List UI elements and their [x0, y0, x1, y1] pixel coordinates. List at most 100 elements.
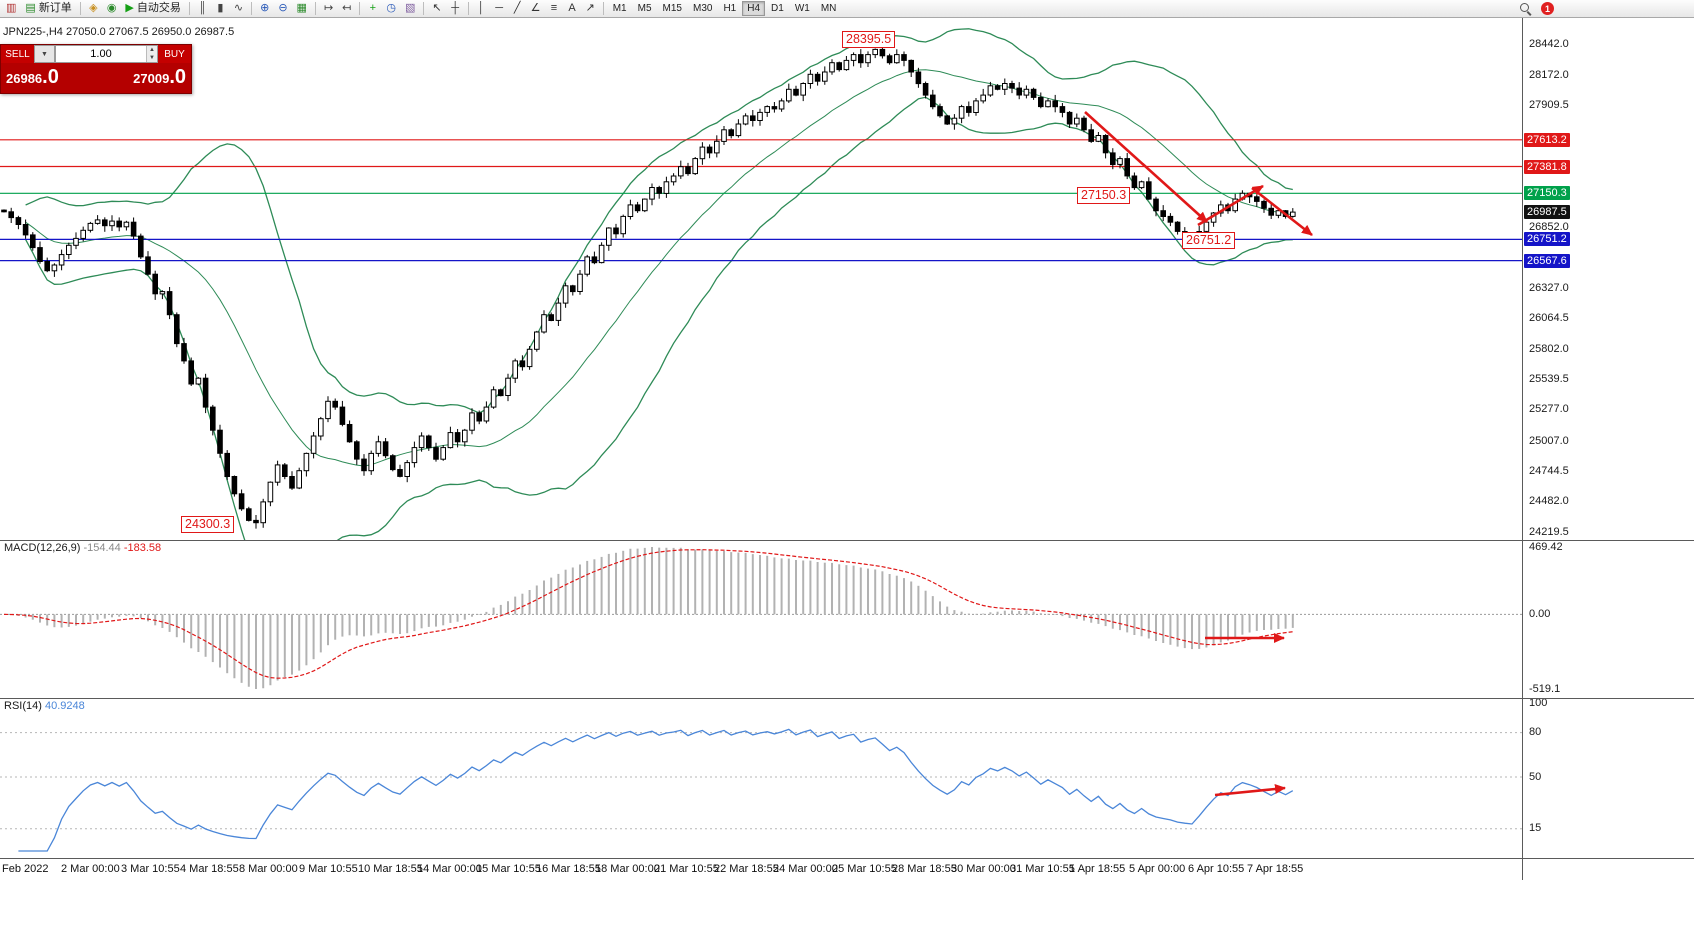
charts-window-button[interactable]: ▥	[2, 1, 20, 17]
templates-button[interactable]: ▧	[401, 1, 419, 17]
horizontal-line-button[interactable]: ─	[491, 1, 508, 17]
auto-trading-button[interactable]: ▶ 自动交易	[125, 2, 181, 14]
time-axis-label: 16 Mar 18:55	[536, 863, 601, 875]
price-annotation[interactable]: 26751.2	[1182, 232, 1236, 249]
metaeditor-button[interactable]: ◈	[85, 1, 102, 17]
market-watch-button[interactable]: ◉	[103, 1, 121, 17]
arrows-button[interactable]: ↗	[582, 1, 599, 17]
price-scale[interactable]: 28442.0 28172.0 27909.5 26852.0 26327.0 26064…	[1522, 18, 1694, 880]
time-axis-label: 30 Mar 00:00	[951, 863, 1016, 875]
horizontal-line-icon: ─	[495, 2, 504, 14]
periods-button[interactable]: ◷	[382, 1, 400, 17]
vertical-line-button[interactable]: │	[473, 1, 490, 17]
timeframe-w1-button[interactable]: W1	[794, 3, 810, 14]
volume-dropdown[interactable]: ▼	[34, 45, 55, 63]
chart-shift-button[interactable]: ↤	[338, 1, 355, 17]
panel-separator[interactable]	[0, 698, 1694, 699]
trend-arrow[interactable]	[1214, 784, 1286, 797]
candlestick-chart-button[interactable]: ▮	[212, 1, 229, 17]
price-level-label: 27381.8	[1524, 159, 1570, 174]
price-chart-canvas[interactable]	[0, 18, 1522, 540]
search-icon[interactable]	[1519, 2, 1532, 15]
spinner-down-icon[interactable]: ▼	[149, 55, 155, 61]
price-scale-tick: 27909.5	[1529, 99, 1569, 111]
buy-button[interactable]: 27009.0	[133, 66, 186, 88]
text-button[interactable]: A	[564, 1, 581, 17]
macd-canvas[interactable]	[0, 540, 1522, 698]
zoom-out-icon: ⊖	[278, 2, 288, 14]
channel-icon: ∠	[530, 2, 541, 14]
crosshair-icon: ┼	[451, 2, 460, 14]
toolbar-separator	[251, 2, 253, 15]
arrows-icon: ↗	[585, 2, 595, 14]
buy-label: BUY	[158, 45, 191, 63]
new-order-button[interactable]: ▤ 新订单	[25, 2, 72, 14]
timeframe-m5-button[interactable]: M5	[637, 3, 652, 14]
price-annotation[interactable]: 28395.5	[842, 31, 896, 48]
rsi-scale-label: 80	[1529, 726, 1542, 739]
price-scale-tick: 25007.0	[1529, 434, 1569, 447]
toolbar-separator	[467, 2, 469, 15]
notification-badge[interactable]: 1	[1541, 2, 1554, 15]
vertical-line-icon: │	[477, 2, 485, 14]
line-chart-button[interactable]: ∿	[230, 1, 247, 17]
timeframe-mn-button[interactable]: MN	[820, 3, 837, 14]
time-axis-label: 3 Mar 10:55	[121, 863, 180, 875]
timeframe-d1-button[interactable]: D1	[771, 3, 784, 14]
bar-chart-button[interactable]: ║	[194, 1, 211, 17]
trend-arrow[interactable]	[1197, 184, 1264, 227]
timeframe-h4-button[interactable]: H4	[742, 1, 766, 16]
panel-separator[interactable]	[0, 540, 1694, 541]
toolbar-separator	[423, 2, 425, 15]
timeframe-m30-button[interactable]: M30	[692, 3, 713, 14]
time-axis-label: 9 Mar 10:55	[299, 863, 358, 875]
crosshair-button[interactable]: ┼	[447, 1, 464, 17]
rsi-canvas[interactable]	[0, 698, 1522, 858]
toolbar-buttons: ▥ ▤ 新订单 ◈ ◉ ▶ 自动交易 ║ ▮ ∿ ⊕ ⊖ ▦ ↦ ↤ + ◷ ▧ ↖ ┼ │ ─ ╱ ∠ ≡ A ↗ M1 M5 M15 M…	[2, 0, 841, 17]
cursor-button[interactable]: ↖	[428, 1, 445, 17]
price-scale-tick: 28442.0	[1529, 37, 1569, 50]
trend-arrow[interactable]	[1251, 186, 1313, 237]
timeframe-h1-button[interactable]: H1	[723, 3, 737, 14]
macd-panel[interactable]: MACD(12,26,9) -154.44 -183.58	[0, 540, 1522, 698]
horizontal-level-lines[interactable]	[0, 139, 1522, 262]
price-scale-tick: 24744.5	[1529, 464, 1569, 477]
timeframe-m1-button[interactable]: M1	[612, 3, 627, 14]
zoom-out-button[interactable]: ⊖	[274, 1, 291, 17]
bar-chart-icon: ║	[198, 2, 207, 14]
rsi-panel[interactable]: RSI(14) 40.9248	[0, 698, 1522, 858]
trendline-button[interactable]: ╱	[509, 1, 526, 17]
trend-arrow[interactable]	[1084, 111, 1208, 223]
time-axis[interactable]: Feb 2022 2 Mar 00:00 3 Mar 10:55 4 Mar 18:5…	[0, 858, 1522, 880]
toolbar: ▥ ▤ 新订单 ◈ ◉ ▶ 自动交易 ║ ▮ ∿ ⊕ ⊖ ▦ ↦ ↤ + ◷ ▧ ↖ ┼ │ ─ ╱ ∠ ≡ A ↗ M1 M5 M15 M…	[0, 0, 1694, 18]
volume-input[interactable]	[56, 46, 146, 62]
volume-spinner[interactable]: ▲ ▼	[146, 46, 157, 62]
templates-icon: ▧	[405, 2, 416, 14]
tile-windows-button[interactable]: ▦	[293, 1, 311, 17]
main-chart-panel[interactable]: JPN225-,H4 27050.0 27067.5 26950.0 26987…	[0, 18, 1522, 540]
line-chart-icon: ∿	[233, 2, 244, 14]
macd-scale-label: -519.1	[1529, 682, 1561, 695]
bollinger-bands	[25, 28, 1293, 540]
time-axis-label: 5 Apr 00:00	[1129, 863, 1186, 875]
price-level-label: 26567.6	[1524, 253, 1570, 268]
metaeditor-icon: ◈	[89, 2, 98, 14]
time-axis-label: 10 Mar 18:55	[358, 863, 423, 875]
indicators-icon: +	[369, 2, 377, 14]
auto-scroll-button[interactable]: ↦	[320, 1, 337, 17]
price-scale-tick: 25802.0	[1529, 342, 1569, 355]
macd-scale-label: 0.00	[1529, 607, 1551, 620]
price-annotation[interactable]: 27150.3	[1077, 187, 1131, 204]
sell-button[interactable]: 26986.0	[6, 66, 59, 88]
zoom-in-button[interactable]: ⊕	[256, 1, 273, 17]
indicators-button[interactable]: +	[364, 1, 381, 17]
channel-button[interactable]: ∠	[527, 1, 545, 17]
rsi-scale-label: 15	[1529, 822, 1542, 835]
fibonacci-button[interactable]: ≡	[546, 1, 563, 17]
spinner-up-icon[interactable]: ▲	[149, 47, 155, 53]
toolbar-separator	[602, 2, 604, 15]
price-annotation[interactable]: 24300.3	[181, 516, 235, 533]
timeframe-m15-button[interactable]: M15	[662, 3, 682, 14]
time-axis-label: 4 Mar 18:55	[180, 863, 239, 875]
sell-label: SELL	[1, 45, 34, 63]
